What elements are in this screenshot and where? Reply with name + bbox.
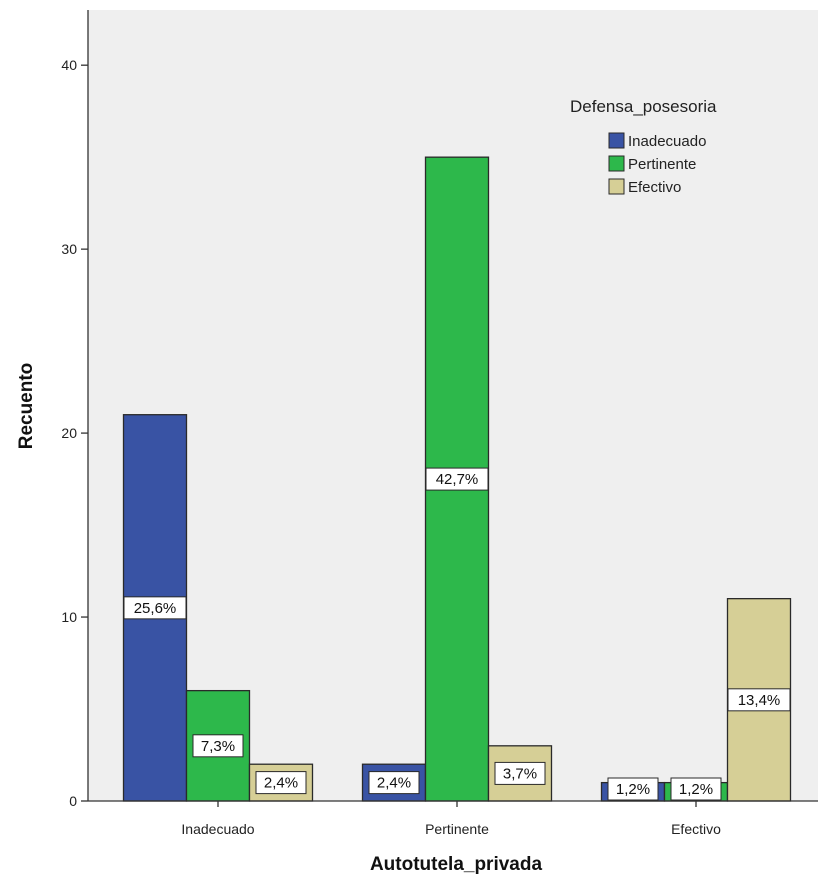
data-label-text: 3,7% [503, 765, 537, 782]
x-tick-label: Inadecuado [181, 821, 254, 837]
data-label-box [607, 777, 659, 801]
data-label-text: 1,2% [679, 781, 713, 798]
data-label-text: 7,3% [201, 738, 235, 755]
data-labels-layer: 25,6% 7,3% 2,4% 2,4% 42,7% 3,7% 1,2% 1,2% 13,4% [123, 467, 791, 801]
legend: Defensa_posesoria Inadecuado Pertinente Ef… [570, 97, 717, 196]
data-label: 42,7% [425, 467, 489, 491]
data-label: 1,2% [607, 777, 659, 801]
data-label-box [368, 771, 420, 795]
legend-title: Defensa_posesoria [570, 97, 717, 116]
y-tick-label: 30 [61, 241, 77, 257]
data-label-box [670, 777, 722, 801]
y-tick-label: 20 [61, 425, 77, 441]
data-label-box [425, 467, 489, 491]
y-axis-title: Recuento [16, 363, 37, 450]
x-ticks: Inadecuado Pertinente Efectivo [181, 801, 721, 837]
x-tick-label: Efectivo [671, 821, 721, 837]
y-tick-label: 10 [61, 609, 77, 625]
data-label: 3,7% [494, 761, 546, 785]
data-label: 13,4% [727, 688, 791, 712]
legend-label: Inadecuado [628, 133, 706, 150]
y-tick-label: 40 [61, 57, 77, 73]
legend-label: Pertinente [628, 156, 696, 173]
y-tick-label: 0 [69, 793, 77, 809]
data-label-box [123, 596, 187, 620]
legend-swatch [608, 155, 625, 172]
y-ticks: 0 10 20 30 40 [61, 57, 88, 809]
data-label: 1,2% [670, 777, 722, 801]
x-axis-title: Autotutela_privada [370, 854, 543, 875]
data-label: 7,3% [192, 734, 244, 758]
data-label-box [727, 688, 791, 712]
data-label: 25,6% [123, 596, 187, 620]
data-label-box [192, 734, 244, 758]
data-label-box [494, 761, 546, 785]
data-label-text: 1,2% [616, 781, 650, 798]
data-label: 2,4% [255, 771, 307, 795]
data-label-text: 2,4% [377, 775, 411, 792]
x-tick-label: Pertinente [425, 821, 489, 837]
data-label: 2,4% [368, 771, 420, 795]
legend-swatch [608, 132, 625, 149]
legend-swatch [608, 178, 625, 195]
data-label-text: 25,6% [134, 600, 177, 617]
data-label-text: 2,4% [264, 775, 298, 792]
data-label-box [255, 771, 307, 795]
data-label-text: 42,7% [436, 471, 479, 488]
data-label-text: 13,4% [738, 692, 781, 709]
legend-label: Efectivo [628, 179, 681, 196]
